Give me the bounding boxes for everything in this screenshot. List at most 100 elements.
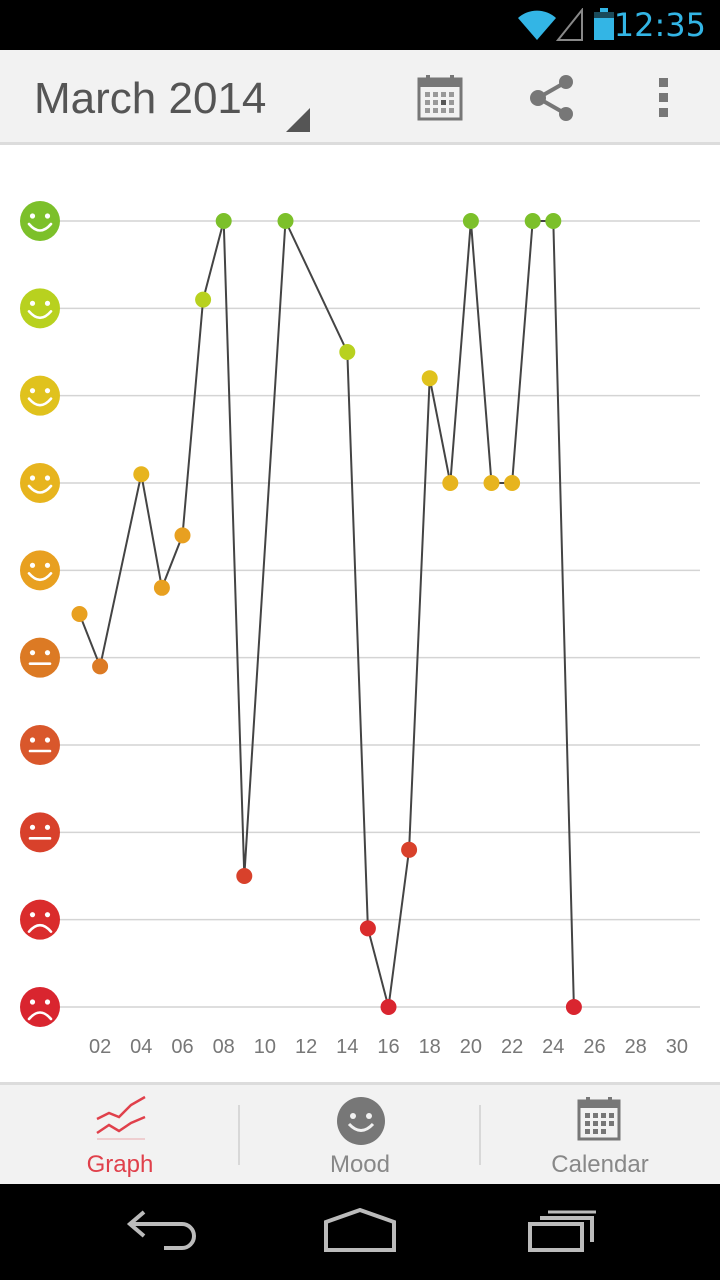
face-eye [29,737,36,743]
mood-point [215,213,232,229]
calendar-grid-icon [577,1097,621,1141]
system-nav-bar [0,1184,720,1280]
face-eye [29,213,36,219]
month-spinner[interactable]: March 2014 [34,74,267,123]
mood-point [421,370,438,387]
face-eye [44,737,51,743]
mood-level-9-icon [20,288,60,329]
face-mouth [27,310,53,320]
mood-level-7-icon [20,463,60,503]
home-icon[interactable] [322,1208,398,1252]
tab-graph[interactable]: Graph [0,1085,240,1187]
mood-level-10-icon [20,201,60,241]
face-eye [29,912,36,918]
face-eye [29,300,36,306]
x-tick-label: 24 [542,1036,564,1058]
wifi-icon [518,10,556,40]
face-eye [29,824,36,830]
face-mouth [27,397,53,407]
x-tick-label: 08 [213,1036,235,1058]
mood-point [504,475,521,491]
tab-calendar-label: Calendar [551,1151,649,1178]
mood-point [133,466,150,483]
x-tick-label: 06 [171,1036,193,1058]
mood-level-2-icon [20,899,60,940]
x-tick-label: 26 [583,1036,605,1058]
calendar-icon[interactable] [416,74,464,122]
x-tick-label: 30 [666,1036,688,1058]
mood-point [401,841,418,858]
mood-point [545,213,562,229]
face-mouth [27,222,53,232]
tab-graph-label: Graph [86,1151,154,1178]
tab-mood-label: Mood [329,1151,391,1178]
face-eye [29,562,36,568]
signal-icon [556,8,583,41]
face-eye [29,388,36,394]
mood-point [380,999,397,1015]
tab-calendar[interactable]: Calendar [480,1085,720,1187]
mood-point [71,606,88,622]
mood-level-5-icon [20,637,60,678]
tab-mood[interactable]: Mood [240,1085,480,1187]
mood-level-1-icon [20,987,60,1027]
mood-series-line [78,220,575,1008]
face-eye [29,650,36,656]
bottom-nav: Graph Mood Calendar [0,1082,720,1187]
x-tick-label: 14 [336,1036,358,1058]
face-eye [44,912,51,918]
x-tick-label: 20 [460,1036,482,1058]
share-icon[interactable] [528,74,576,122]
face-mouth [27,484,53,494]
face-eye [44,562,51,568]
tab-divider [479,1105,481,1165]
x-tick-label: 18 [419,1036,441,1058]
mood-point [442,475,459,491]
x-tick-label: 22 [501,1036,523,1058]
face-eye [44,824,51,830]
face-eye [44,388,51,394]
x-tick-label: 16 [377,1036,399,1058]
x-tick-label: 04 [130,1036,152,1058]
face-eye [44,213,51,219]
face-eye [44,475,51,481]
tab-divider [238,1105,240,1165]
mood-point [359,920,376,937]
mood-point [483,475,500,491]
face-mouth [27,572,53,582]
status-time: 12:35 [613,6,706,44]
overflow-menu-icon[interactable] [652,74,676,122]
action-bar: March 2014 [0,50,720,145]
x-tick-label: 02 [89,1036,111,1058]
face-eye [44,650,51,656]
mood-level-3-icon [20,812,60,853]
status-bar: 12:35 [0,0,720,50]
mood-point [174,527,191,544]
graph-icon [96,1095,146,1140]
face-mouth [27,1011,53,1021]
mood-point [462,213,479,229]
x-tick-label: 28 [625,1036,647,1058]
face-eye [29,475,36,481]
mood-point [153,579,170,596]
face-eye [44,300,51,306]
mood-point [236,868,253,884]
battery-icon [594,8,614,40]
mood-point [565,999,582,1015]
face-mouth [27,923,53,933]
mood-level-4-icon [20,725,60,765]
face-eye [44,999,51,1005]
mood-point [339,344,356,360]
smiley-icon [337,1097,385,1145]
mood-point [524,213,541,229]
back-icon[interactable] [124,1208,196,1252]
mood-graph: 02 04 06 08 10 12 14 16 18 20 22 24 26 28 30 [20,201,700,1058]
recents-icon[interactable] [526,1208,598,1252]
mood-point [277,213,294,229]
x-tick-label: 12 [295,1036,317,1058]
x-tick-label: 10 [254,1036,276,1058]
spinner-triangle-icon [286,108,310,132]
mood-point [92,658,109,675]
mood-level-8-icon [20,375,60,416]
mood-point [195,291,212,308]
